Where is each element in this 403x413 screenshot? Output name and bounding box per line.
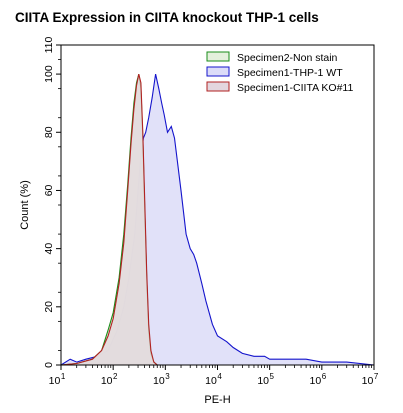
y-tick-label: 40 <box>43 243 55 255</box>
legend-label: Specimen1-CIITA KO#11 <box>237 82 353 94</box>
series-line-3 <box>60 73 158 366</box>
legend-label: Specimen2-Non stain <box>237 52 338 64</box>
series-fill-3 <box>61 74 158 365</box>
y-tick-label: 100 <box>43 65 55 83</box>
y-tick-label: 20 <box>43 301 55 313</box>
x-tick-label: 101 <box>49 372 66 387</box>
x-tick-label: 104 <box>205 372 222 387</box>
legend: Specimen2-Non stain Specimen1-THP-1 WT Spe… <box>206 51 353 94</box>
plot-area <box>60 44 375 366</box>
y-tick-label: 110 <box>43 36 55 53</box>
legend-swatch <box>206 66 230 77</box>
series-layer <box>60 73 375 366</box>
x-axis: 101 102 103 104 105 106 107 <box>49 365 379 387</box>
series-fill-2 <box>61 74 374 365</box>
x-tick-label: 105 <box>257 372 274 387</box>
legend-swatch <box>206 51 230 62</box>
legend-swatch <box>206 81 230 92</box>
y-axis: 0 20 40 60 80 100 110 <box>43 36 61 368</box>
x-tick-label: 103 <box>153 372 170 387</box>
y-tick-label: 80 <box>43 126 55 138</box>
series-line-2 <box>60 73 375 366</box>
y-tick-label: 0 <box>43 362 55 368</box>
x-tick-label: 102 <box>101 372 118 387</box>
y-tick-label: 60 <box>43 184 55 196</box>
x-tick-label: 106 <box>310 372 327 387</box>
legend-label: Specimen1-THP-1 WT <box>237 67 343 79</box>
x-axis-label: PE-H <box>204 394 230 406</box>
x-tick-label: 107 <box>362 372 379 387</box>
y-axis-label: Count (%) <box>19 180 31 230</box>
chart-title: CIITA Expression in CIITA knockout THP-1… <box>15 10 319 25</box>
